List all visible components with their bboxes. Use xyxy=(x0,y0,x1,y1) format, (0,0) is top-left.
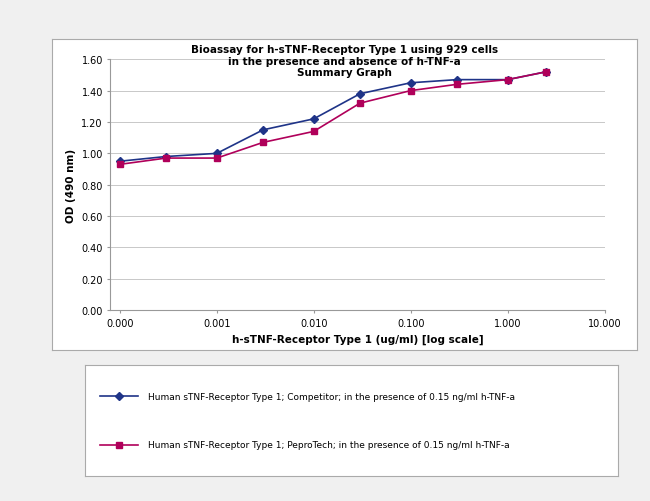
Human sTNF-Receptor Type 1; PeproTech; in the presence of 0.15 ng/ml h-TNF-a xyxy=(116,162,124,168)
Human sTNF-Receptor Type 1; PeproTech; in the presence of 0.15 ng/ml h-TNF-a xyxy=(504,78,512,84)
Human sTNF-Receptor Type 1; Competitor; in the presence of 0.15 ng/ml h-TNF-a xyxy=(116,159,124,165)
Human sTNF-Receptor Type 1; Competitor; in the presence of 0.15 ng/ml h-TNF-a xyxy=(162,154,170,160)
Human sTNF-Receptor Type 1; PeproTech; in the presence of 0.15 ng/ml h-TNF-a xyxy=(453,82,461,88)
Human sTNF-Receptor Type 1; Competitor; in the presence of 0.15 ng/ml h-TNF-a xyxy=(453,78,461,84)
Human sTNF-Receptor Type 1; Competitor; in the presence of 0.15 ng/ml h-TNF-a xyxy=(310,117,318,123)
Human sTNF-Receptor Type 1; Competitor; in the presence of 0.15 ng/ml h-TNF-a xyxy=(542,70,550,76)
Text: Bioassay for h-sTNF-Receptor Type 1 using 929 cells
in the presence and absence : Bioassay for h-sTNF-Receptor Type 1 usin… xyxy=(191,45,498,78)
Human sTNF-Receptor Type 1; PeproTech; in the presence of 0.15 ng/ml h-TNF-a xyxy=(162,156,170,162)
Y-axis label: OD (490 nm): OD (490 nm) xyxy=(66,148,76,222)
Text: Human sTNF-Receptor Type 1; PeproTech; in the presence of 0.15 ng/ml h-TNF-a: Human sTNF-Receptor Type 1; PeproTech; i… xyxy=(148,440,510,449)
Human sTNF-Receptor Type 1; PeproTech; in the presence of 0.15 ng/ml h-TNF-a xyxy=(213,156,221,162)
Line: Human sTNF-Receptor Type 1; Competitor; in the presence of 0.15 ng/ml h-TNF-a: Human sTNF-Receptor Type 1; Competitor; … xyxy=(117,70,549,165)
Text: Human sTNF-Receptor Type 1; Competitor; in the presence of 0.15 ng/ml h-TNF-a: Human sTNF-Receptor Type 1; Competitor; … xyxy=(148,392,515,401)
X-axis label: h-sTNF-Receptor Type 1 (ug/ml) [log scale]: h-sTNF-Receptor Type 1 (ug/ml) [log scal… xyxy=(231,334,484,344)
Human sTNF-Receptor Type 1; PeproTech; in the presence of 0.15 ng/ml h-TNF-a xyxy=(259,140,267,146)
Human sTNF-Receptor Type 1; Competitor; in the presence of 0.15 ng/ml h-TNF-a xyxy=(504,78,512,84)
Human sTNF-Receptor Type 1; PeproTech; in the presence of 0.15 ng/ml h-TNF-a xyxy=(407,88,415,94)
Human sTNF-Receptor Type 1; PeproTech; in the presence of 0.15 ng/ml h-TNF-a xyxy=(310,129,318,135)
Human sTNF-Receptor Type 1; Competitor; in the presence of 0.15 ng/ml h-TNF-a xyxy=(356,92,364,98)
Human sTNF-Receptor Type 1; PeproTech; in the presence of 0.15 ng/ml h-TNF-a xyxy=(542,70,550,76)
Human sTNF-Receptor Type 1; Competitor; in the presence of 0.15 ng/ml h-TNF-a xyxy=(407,81,415,87)
Line: Human sTNF-Receptor Type 1; PeproTech; in the presence of 0.15 ng/ml h-TNF-a: Human sTNF-Receptor Type 1; PeproTech; i… xyxy=(117,70,549,168)
Human sTNF-Receptor Type 1; PeproTech; in the presence of 0.15 ng/ml h-TNF-a xyxy=(356,101,364,107)
Human sTNF-Receptor Type 1; Competitor; in the presence of 0.15 ng/ml h-TNF-a xyxy=(213,151,221,157)
Human sTNF-Receptor Type 1; Competitor; in the presence of 0.15 ng/ml h-TNF-a xyxy=(259,128,267,134)
